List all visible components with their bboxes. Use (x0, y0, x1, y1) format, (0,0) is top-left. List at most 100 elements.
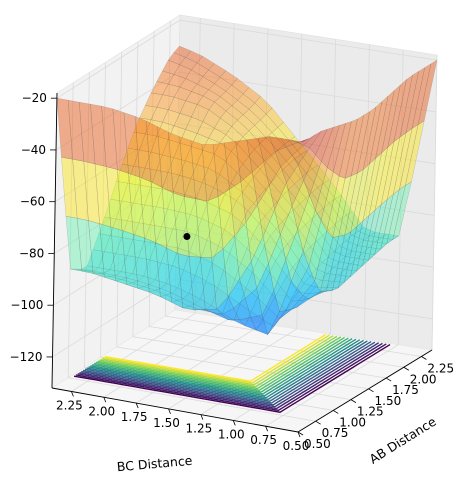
surface-cell (262, 208, 281, 265)
surface-cell (362, 235, 382, 243)
surface-cell (83, 161, 100, 225)
x-tick-mark (200, 414, 204, 420)
surface-cell (277, 121, 296, 141)
surface-cell (291, 179, 310, 231)
surface-cell (161, 187, 179, 255)
surface-cell (139, 133, 158, 153)
surface-cell (271, 127, 290, 146)
surface-cell (179, 100, 198, 118)
surface-cell (234, 262, 253, 289)
grid-line-y (116, 51, 123, 347)
surface-cell (322, 202, 341, 225)
surface-cell (231, 100, 250, 115)
surface-cell (104, 276, 122, 282)
surface-cell (177, 253, 195, 311)
surface-cell (298, 252, 317, 277)
contour-line (92, 338, 353, 395)
contour-line (99, 335, 338, 388)
contour-line (97, 336, 342, 390)
contour-lines (73, 333, 391, 413)
surface-cell (248, 102, 267, 121)
x-tick-mark (297, 431, 301, 438)
surface-cell (176, 298, 195, 307)
surface-cell (214, 96, 233, 112)
surface-cell (242, 87, 261, 104)
surface-cell (303, 131, 322, 149)
grid-line-z (54, 175, 178, 254)
surface-cell (259, 161, 278, 183)
surface-cell (286, 266, 305, 293)
surface-cell (194, 298, 212, 310)
surface-cell (146, 120, 163, 188)
surface-cell (374, 141, 395, 211)
surface-cell (270, 201, 289, 222)
contour-line (102, 334, 330, 384)
surface-cell (276, 195, 295, 216)
surface-cell (246, 137, 264, 173)
surface-cell (299, 197, 318, 220)
surface-cell (134, 116, 152, 183)
grid-line-x (431, 54, 438, 351)
surface-cell (265, 132, 284, 151)
surface-cell (219, 134, 238, 152)
surface-cell (120, 277, 139, 283)
surface-cell (225, 126, 244, 145)
surface-cell (128, 173, 145, 239)
surface-cell (150, 107, 169, 123)
surface-cell (178, 194, 197, 215)
surface-cell (320, 287, 339, 293)
surface-cell (93, 273, 110, 278)
surface-cell (106, 166, 123, 231)
surface-cell (179, 129, 198, 147)
surface-cell (246, 234, 265, 260)
surface-cell (90, 103, 107, 167)
surface-cell (190, 197, 208, 219)
surface-cell (257, 246, 276, 273)
contour-line (93, 337, 349, 393)
surface-cell (179, 57, 198, 71)
surface-cell (166, 247, 184, 309)
y-tick-label: 2.00 (410, 372, 437, 386)
surface-cell (327, 251, 346, 263)
surface-cell (219, 91, 238, 106)
surface-cell (362, 100, 383, 171)
surface-cell (157, 126, 174, 194)
surface-cell (386, 132, 407, 200)
surface-cell (98, 216, 117, 236)
surface-cell (171, 287, 190, 299)
surface-cell (288, 158, 307, 179)
x-tick-label: 1.50 (153, 416, 180, 430)
surface-cell (264, 235, 282, 262)
surface-cell (381, 84, 401, 154)
surface-cell (191, 83, 210, 97)
surface-cell (185, 91, 204, 105)
surface-cell (138, 204, 157, 225)
surface-cell (334, 194, 353, 216)
surface-cell (309, 128, 328, 156)
y-tick-label: 0.50 (304, 437, 331, 451)
surface-cell (172, 211, 191, 232)
surface-cell (217, 188, 235, 250)
minimum-marker (183, 233, 191, 241)
surface-cell (332, 274, 351, 283)
surface-cell (274, 286, 293, 311)
surface-cell (194, 309, 212, 313)
surface-cell (162, 59, 181, 75)
grid-line-z (52, 278, 176, 358)
grid-line-z (175, 278, 433, 320)
surface-cell (224, 183, 243, 201)
surface-cell (297, 283, 316, 294)
surface-cell (356, 252, 376, 261)
surface-cell (344, 263, 363, 272)
surface-cell (252, 222, 271, 247)
surface-cell (206, 262, 224, 289)
surface-cell (351, 230, 370, 241)
surface-cell (248, 149, 267, 170)
surface-cell (351, 245, 370, 254)
surface-cell (139, 176, 156, 243)
surface-cell (242, 156, 261, 177)
surface-cell (280, 155, 299, 184)
surface-cell (222, 307, 240, 320)
surface-cell (273, 309, 293, 327)
surface-cell (127, 131, 146, 151)
